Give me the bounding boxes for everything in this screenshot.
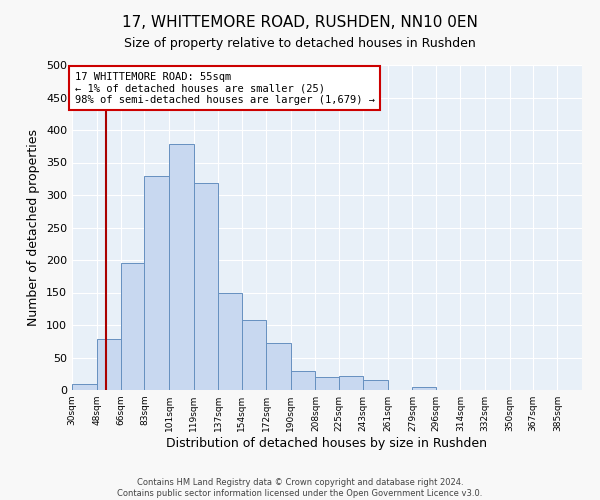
Bar [316,377,338,390]
Bar [338,376,363,390]
Bar [97,338,121,390]
Text: 17, WHITTEMORE ROAD, RUSHDEN, NN10 0EN: 17, WHITTEMORE ROAD, RUSHDEN, NN10 0EN [122,15,478,30]
Text: Contains HM Land Registry data © Crown copyright and database right 2024.
Contai: Contains HM Land Registry data © Crown c… [118,478,482,498]
Bar [363,380,388,390]
Bar [218,292,242,390]
Bar [121,262,145,390]
Bar [266,343,291,390]
Y-axis label: Number of detached properties: Number of detached properties [28,129,40,326]
Bar [194,184,218,390]
Bar [72,384,97,390]
Text: Size of property relative to detached houses in Rushden: Size of property relative to detached ho… [124,38,476,51]
Bar [412,387,436,390]
Bar [291,370,316,390]
X-axis label: Distribution of detached houses by size in Rushden: Distribution of detached houses by size … [167,437,487,450]
Bar [242,320,266,390]
Bar [145,176,169,390]
Text: 17 WHITTEMORE ROAD: 55sqm
← 1% of detached houses are smaller (25)
98% of semi-d: 17 WHITTEMORE ROAD: 55sqm ← 1% of detach… [74,72,374,104]
Bar [169,144,194,390]
